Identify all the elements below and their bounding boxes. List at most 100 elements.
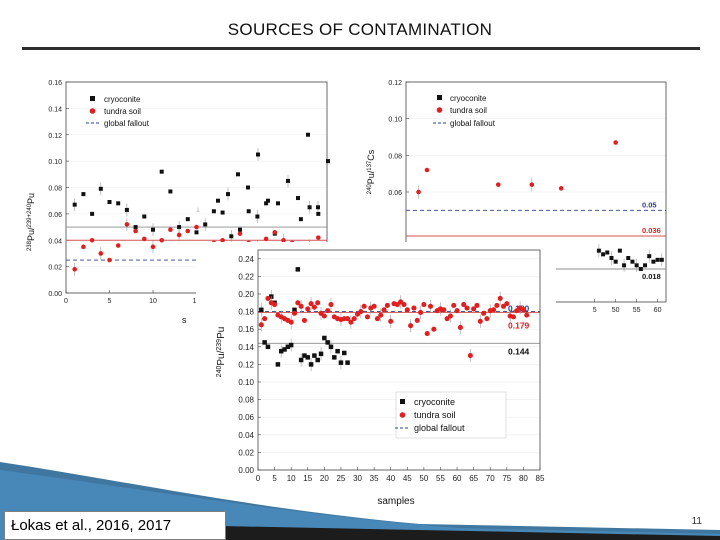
data-point-tundra-soil: [374, 316, 380, 322]
data-point-cryoconite: [630, 259, 635, 264]
data-point-cryoconite: [302, 353, 307, 358]
data-point-cryoconite: [298, 217, 303, 222]
legend-item-tundra-soil: tundra soil: [436, 106, 487, 115]
x-tick-label: 5: [593, 307, 597, 314]
data-point-tundra-soil: [272, 230, 278, 235]
y-tick-label: 0.24: [238, 255, 254, 264]
data-point-tundra-soil: [467, 353, 473, 359]
data-point-cryoconite: [659, 257, 664, 262]
data-point-cryoconite: [246, 185, 250, 190]
y-tick-label: 0.00: [238, 466, 254, 475]
x-tick-label: 85: [536, 474, 545, 483]
data-point-tundra-soil: [384, 302, 390, 308]
x-tick-label: 50: [419, 474, 428, 483]
x-tick-label: 5: [108, 298, 112, 305]
x-tick-label: 35: [370, 474, 379, 483]
x-tick-label: 65: [469, 474, 478, 483]
data-point-tundra-soil: [89, 237, 95, 243]
y-tick-label: 0.10: [388, 117, 402, 124]
y-tick-label: 0.04: [238, 431, 254, 440]
data-point-cryoconite: [605, 250, 610, 255]
data-point-cryoconite: [220, 210, 225, 215]
y-tick-label: 0.12: [388, 80, 402, 87]
data-point-tundra-soil: [504, 301, 510, 307]
data-point-tundra-soil: [464, 305, 470, 311]
data-point-tundra-soil: [301, 317, 307, 323]
x-tick-label: 60: [654, 307, 662, 314]
data-point-tundra-soil: [298, 303, 304, 309]
data-point-cryoconite: [332, 355, 337, 360]
x-tick-label: 10: [287, 474, 296, 483]
data-point-tundra-soil: [411, 305, 417, 311]
data-point-cryoconite: [335, 348, 340, 354]
data-point-tundra-soil: [474, 302, 480, 308]
y-tick-label: 0.00: [48, 291, 62, 298]
data-point-tundra-soil: [328, 302, 334, 308]
data-point-tundra-soil: [418, 309, 424, 316]
data-point-tundra-soil: [431, 326, 437, 332]
data-point-tundra-soil: [325, 308, 331, 314]
data-point-cryoconite: [328, 344, 334, 350]
data-point-cryoconite: [185, 217, 190, 222]
data-point-tundra-soil: [237, 231, 243, 236]
data-point-tundra-soil: [484, 316, 490, 322]
data-point-tundra-soil: [371, 303, 377, 309]
y-tick-label: 0.18: [238, 308, 254, 317]
data-point-tundra-soil: [401, 302, 407, 308]
data-point-cryoconite: [259, 307, 264, 313]
data-point-cryoconite: [308, 362, 314, 367]
data-point-cryoconite: [246, 209, 251, 214]
data-point-tundra-soil: [388, 318, 394, 324]
data-point-cryoconite: [72, 202, 77, 207]
y-tick-label: 0.02: [48, 265, 62, 272]
data-point-cryoconite: [286, 178, 290, 183]
y-tick-label: 0.22: [238, 272, 254, 281]
data-point-tundra-soil: [378, 312, 384, 318]
legend-item-global-fallout: global fallout: [433, 119, 496, 128]
data-point-tundra-soil: [351, 316, 357, 322]
data-point-cryoconite: [345, 360, 350, 365]
data-point-tundra-soil: [416, 189, 421, 195]
data-point-cryoconite: [622, 263, 627, 268]
data-point-cryoconite: [194, 230, 199, 235]
data-point-tundra-soil: [133, 228, 138, 234]
legend-item-tundra-soil: tundra soil: [89, 107, 141, 116]
data-point-tundra-soil: [142, 236, 147, 242]
data-point-cryoconite: [168, 189, 173, 194]
data-point-tundra-soil: [424, 331, 430, 337]
data-point-cryoconite: [116, 201, 121, 206]
data-point-cryoconite: [305, 355, 311, 360]
y-axis-label: 240Pu/137Cs: [366, 149, 376, 194]
data-point-tundra-soil: [491, 307, 497, 313]
x-tick-label: 60: [453, 474, 462, 483]
data-point-tundra-soil: [281, 237, 286, 243]
data-point-tundra-soil: [481, 310, 487, 316]
data-point-tundra-soil: [510, 314, 517, 320]
data-point-tundra-soil: [305, 306, 311, 312]
data-point-cryoconite: [285, 344, 291, 350]
slide-title: SOURCES OF CONTAMINATION: [227, 20, 493, 39]
y-tick-label: 0.10: [238, 378, 254, 387]
data-point-tundra-soil: [381, 307, 387, 313]
data-point-tundra-soil: [477, 318, 483, 324]
data-point-tundra-soil: [308, 301, 314, 307]
data-point-tundra-soil: [451, 302, 457, 308]
data-point-tundra-soil: [427, 303, 434, 309]
y-tick-label: 0.12: [238, 360, 254, 369]
data-point-cryoconite: [292, 307, 297, 313]
reference-line-label: 0.05: [642, 200, 657, 209]
data-point-cryoconite: [338, 360, 344, 365]
data-point-cryoconite: [107, 200, 112, 205]
data-point-cryoconite: [298, 357, 304, 363]
data-point-cryoconite: [98, 186, 103, 191]
data-point-cryoconite: [142, 214, 147, 219]
data-point-cryoconite: [124, 207, 129, 212]
x-tick-label: 15: [303, 474, 312, 483]
data-point-cryoconite: [651, 259, 656, 264]
plot-frame: [257, 249, 541, 471]
data-point-tundra-soil: [414, 317, 420, 323]
data-point-cryoconite: [312, 353, 317, 358]
data-point-tundra-soil: [361, 303, 367, 309]
data-point-tundra-soil: [272, 302, 278, 308]
data-point-tundra-soil: [494, 302, 500, 308]
